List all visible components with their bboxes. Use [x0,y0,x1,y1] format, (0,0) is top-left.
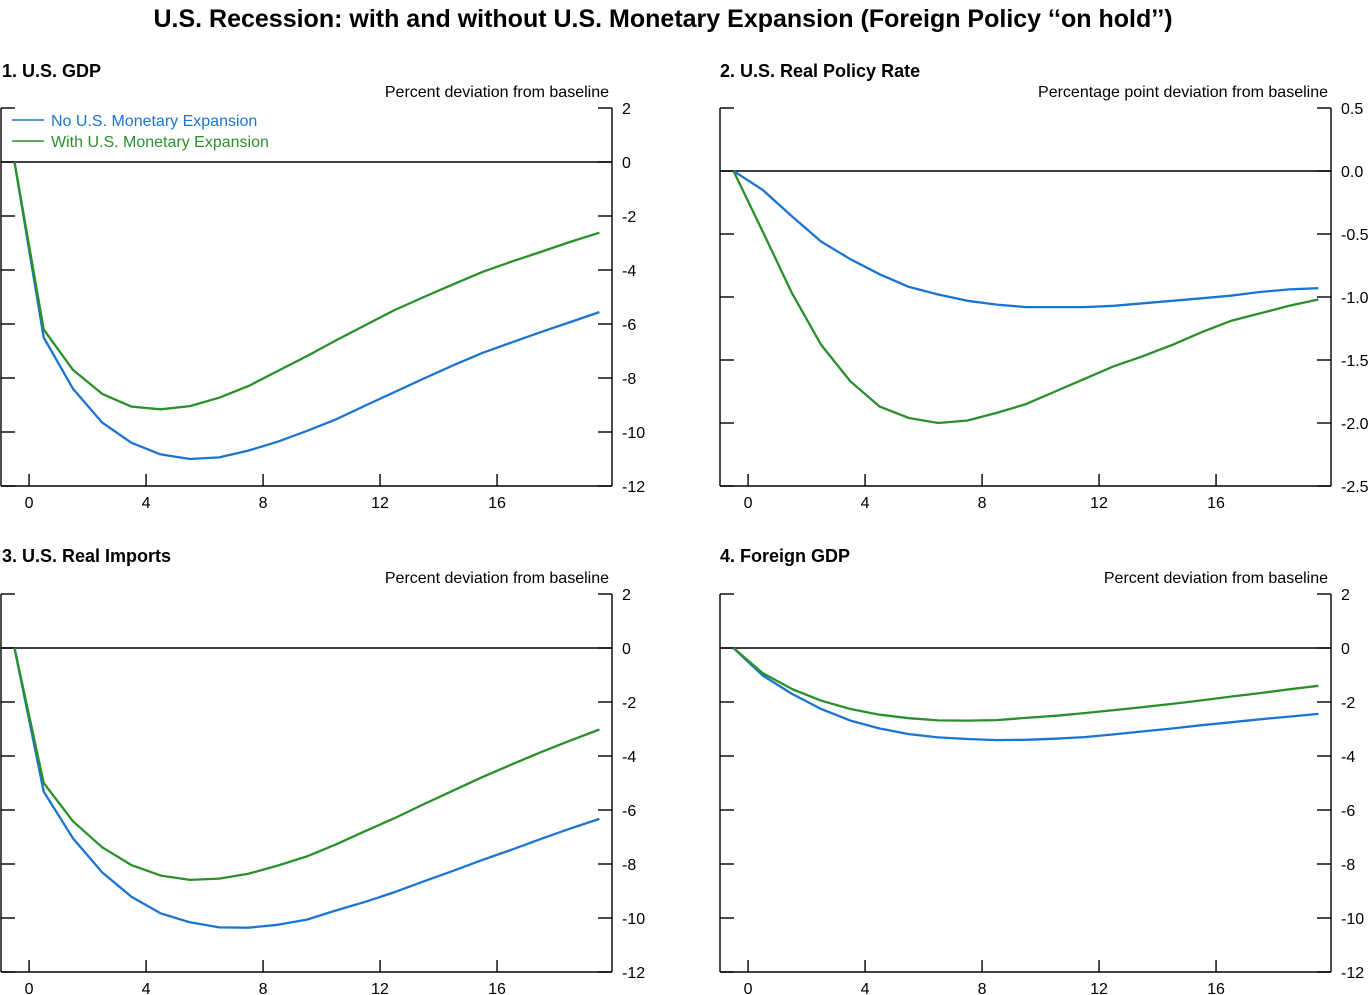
x-tick-label: 12 [1090,981,1108,995]
y-tick-label: 0.0 [1341,164,1363,181]
y-tick-label: -8 [622,371,636,388]
series-line-no-expansion [13,647,600,929]
x-tick-label: 0 [25,981,34,995]
y-tick-label: -6 [622,803,636,820]
x-tick-label: 0 [744,981,753,995]
series-line-with-expansion [13,647,600,882]
x-tick-label: 16 [1207,495,1225,512]
x-tick-label: 8 [259,495,268,512]
y-tick-label: -2.0 [1341,416,1369,433]
y-tick-label: 2 [1341,587,1350,604]
series-line-no-expansion [732,170,1319,309]
x-tick-label: 8 [259,981,268,995]
y-tick-label: -6 [1341,803,1355,820]
x-tick-label: 12 [371,981,389,995]
legend-item-no-expansion: No U.S. Monetary Expansion [12,113,257,130]
y-tick-label: -8 [1341,857,1355,874]
chart-us-gdp: 2 0 -2 -4 -6 -8 -10 -12 0 4 8 12 16 No U.S. Monetary … [0,101,645,512]
y-tick-label: -12 [622,479,645,496]
panel-title-us-real-imports: 3. U.S. Real Imports [2,546,172,566]
y-tick-label: -2 [622,209,636,226]
x-tick-label: 0 [25,495,34,512]
y-tick-label: 2 [622,587,631,604]
x-tick-label: 16 [488,495,506,512]
x-tick-label: 8 [978,981,987,995]
series-line-no-expansion [732,647,1319,742]
x-tick-label: 4 [861,981,870,995]
chart-us-real-imports: 2 0 -2 -4 -6 -8 -10 -12 0 4 8 12 16 [0,587,645,995]
series-line-with-expansion [732,170,1319,425]
panel-title-us-real-policy-rate: 2. U.S. Real Policy Rate [720,61,921,81]
y-tick-label: -10 [1341,911,1364,928]
y-tick-label: -0.5 [1341,227,1369,244]
y-tick-label: -4 [622,749,636,766]
series-line-no-expansion [13,161,600,461]
x-tick-label: 4 [142,981,151,995]
y-tick-label: -2 [1341,695,1355,712]
y-tick-label: -10 [622,911,645,928]
unit-label-us-real-imports: Percent deviation from baseline [384,570,609,587]
series-line-with-expansion [732,647,1319,722]
y-tick-label: -2.5 [1341,479,1369,496]
y-tick-label: 0.5 [1341,101,1363,118]
y-tick-label: -12 [622,965,645,982]
y-tick-label: -8 [622,857,636,874]
x-tick-label: 12 [1090,495,1108,512]
x-tick-label: 4 [142,495,151,512]
y-tick-label: 0 [622,641,631,658]
x-tick-label: 8 [978,495,987,512]
y-tick-label: -4 [1341,749,1355,766]
x-tick-label: 16 [488,981,506,995]
panel-title-foreign-gdp: 4. Foreign GDP [720,546,851,566]
panel-title-us-gdp: 1. U.S. GDP [2,61,102,81]
y-tick-label: -2 [622,695,636,712]
chart-us-real-policy-rate: 0.5 0.0 -0.5 -1.0 -1.5 -2.0 -2.5 0 4 8 12 16 [719,101,1369,512]
y-tick-label: -12 [1341,965,1364,982]
chart-foreign-gdp: 2 0 -2 -4 -6 -8 -10 -12 0 4 8 12 16 [719,587,1364,995]
y-tick-label: -4 [622,263,636,280]
x-tick-label: 16 [1207,981,1225,995]
y-tick-label: 0 [622,155,631,172]
series-line-with-expansion [13,161,600,411]
y-tick-label: 0 [1341,641,1350,658]
y-tick-label: -10 [622,425,645,442]
legend-item-with-expansion: With U.S. Monetary Expansion [12,134,269,151]
y-tick-label: -1.0 [1341,290,1369,307]
x-tick-label: 0 [744,495,753,512]
figure-title: U.S. Recession: with and without U.S. Mo… [153,5,1173,33]
x-tick-label: 4 [861,495,870,512]
y-tick-label: -6 [622,317,636,334]
y-tick-label: 2 [622,101,631,118]
x-tick-label: 12 [371,495,389,512]
y-tick-label: -1.5 [1341,353,1369,370]
legend-label: No U.S. Monetary Expansion [51,113,257,130]
unit-label-foreign-gdp: Percent deviation from baseline [1103,570,1328,587]
unit-label-us-gdp: Percent deviation from baseline [384,84,609,101]
legend-label: With U.S. Monetary Expansion [51,134,269,151]
unit-label-us-real-policy-rate: Percentage point deviation from baseline [1038,84,1328,101]
